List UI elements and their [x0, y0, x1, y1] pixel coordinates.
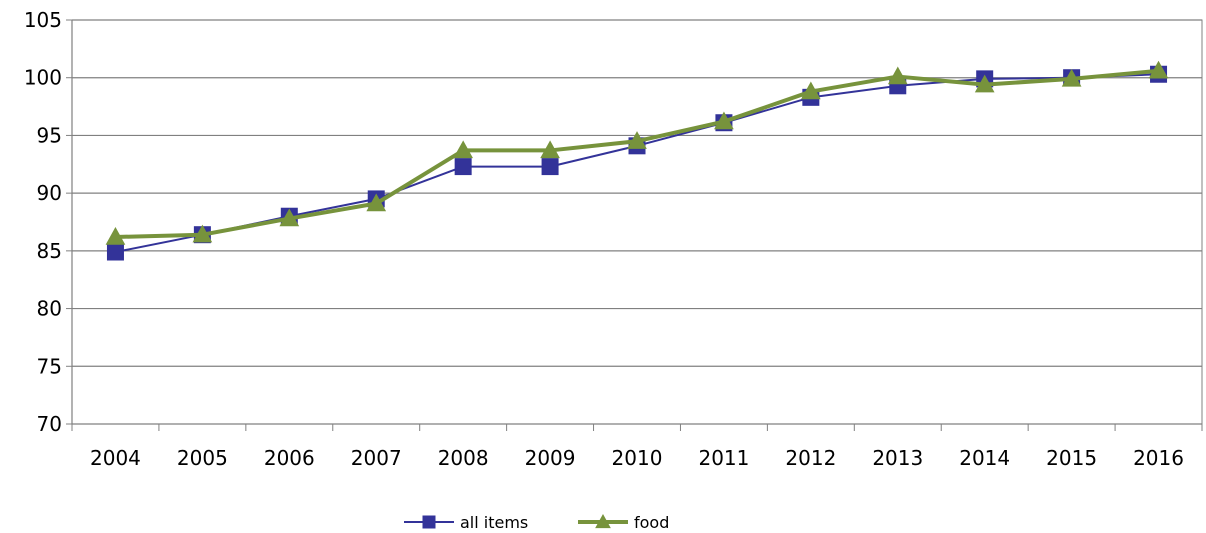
y-axis-ticks: 70 75 80 85 90 95 100 105 — [24, 8, 72, 436]
data-point — [107, 244, 123, 260]
x-tick-label: 2011 — [698, 446, 749, 470]
y-tick-label: 75 — [37, 354, 62, 378]
legend-label: all items — [460, 513, 528, 532]
x-tick-label: 2012 — [785, 446, 836, 470]
y-tick-label: 80 — [37, 297, 62, 321]
x-tick-label: 2006 — [264, 446, 315, 470]
y-tick-label: 85 — [37, 239, 62, 263]
x-tick-label: 2015 — [1046, 446, 1097, 470]
legend-label: food — [634, 513, 669, 532]
legend-item: all items — [404, 513, 528, 532]
x-tick-label: 2010 — [612, 446, 663, 470]
y-tick-label: 90 — [37, 181, 62, 205]
legend-marker — [423, 516, 435, 528]
y-tick-label: 95 — [37, 123, 62, 147]
legend-item: food — [578, 513, 669, 532]
x-tick-label: 2004 — [90, 446, 141, 470]
y-tick-label: 70 — [37, 412, 62, 436]
y-tick-label: 100 — [24, 66, 62, 90]
x-tick-label: 2007 — [351, 446, 402, 470]
x-tick-label: 2005 — [177, 446, 228, 470]
x-axis-ticks: 2004 2005 2006 2007 2008 2009 2010 2011 2012 2013… — [72, 424, 1202, 470]
data-point — [455, 159, 471, 175]
x-tick-label: 2014 — [959, 446, 1010, 470]
data-point — [542, 159, 558, 175]
x-tick-label: 2016 — [1133, 446, 1184, 470]
x-tick-label: 2009 — [525, 446, 576, 470]
legend: all items food — [404, 513, 669, 532]
x-tick-label: 2008 — [438, 446, 489, 470]
x-tick-label: 2013 — [872, 446, 923, 470]
y-tick-label: 105 — [24, 8, 62, 32]
